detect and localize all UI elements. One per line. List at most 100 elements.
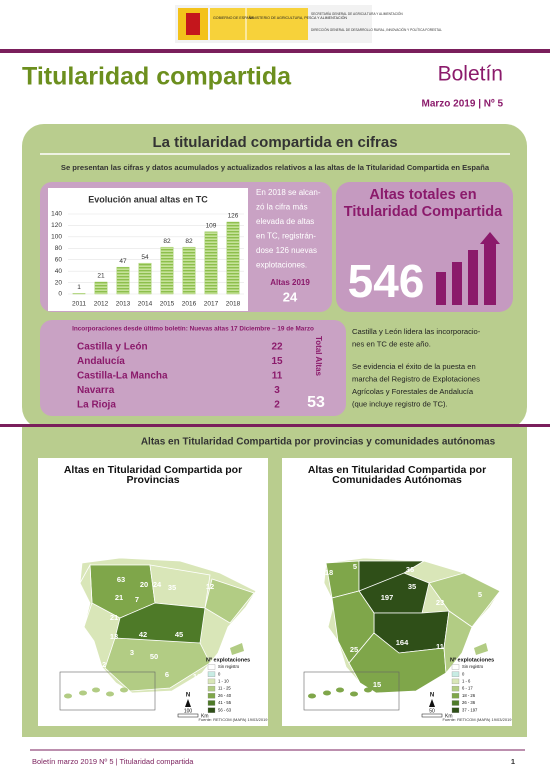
note: (que incluye registro de TC). (352, 400, 448, 409)
map-label: 11 (436, 642, 444, 651)
legend-label: 41 - 55 (218, 700, 232, 705)
y-tick-label: 140 (51, 211, 62, 218)
legend-swatch (451, 671, 460, 677)
legend-label: 18 - 26 (462, 693, 476, 698)
legend-label: 1 - 6 (462, 679, 471, 684)
section-rule (0, 424, 550, 427)
value-label: 82 (163, 238, 171, 245)
x-tick-label: 2011 (72, 301, 86, 308)
legend-swatch (451, 700, 460, 706)
logo-ministry-band (246, 8, 308, 40)
section-heading: La titularidad compartida en cifras (152, 134, 397, 151)
bar (182, 246, 196, 295)
map-label: 5 (353, 562, 357, 571)
map-source: Fuente: RETICOM (MAPA) 19/03/2019 (442, 717, 512, 722)
map-island (474, 643, 488, 655)
chart-note: zó la cifra más (256, 203, 308, 212)
map-label: 21 (115, 593, 123, 602)
legend-label: 56 - 63 (218, 707, 232, 712)
map-label: 13 (110, 632, 118, 641)
table-row-name: Castilla y León (77, 342, 148, 353)
map-label: 23 (436, 598, 444, 607)
canary-island (376, 683, 384, 689)
x-tick-label: 2018 (226, 301, 241, 308)
map-label: 50 (150, 652, 158, 661)
growth-icon-bar (452, 262, 462, 305)
chart-title: Evolución anual altas en TC (88, 194, 208, 204)
canary-island (364, 687, 372, 693)
scale-unit: Km (445, 713, 453, 719)
chart-note: dose 126 nuevas (256, 246, 317, 255)
canary-island (308, 693, 316, 699)
scale-label: 50 (429, 708, 435, 714)
map-label: 18 (325, 568, 333, 577)
table-total-label: Total Altas (314, 336, 323, 377)
bar (116, 266, 130, 295)
x-tick-label: 2014 (138, 301, 153, 308)
growth-icon-bar (468, 250, 478, 305)
canary-inset (303, 671, 400, 711)
canary-island (350, 691, 358, 697)
legend-label: Sin registro (218, 664, 240, 669)
legend-label: 11 - 25 (218, 686, 231, 691)
scale-unit: Km (201, 713, 209, 719)
bar (226, 221, 240, 295)
y-tick-label: 20 (55, 279, 63, 286)
map-label: 7 (135, 595, 139, 604)
logo-gov-band (210, 8, 246, 40)
chart-note: en TC, registrán- (256, 232, 316, 241)
table-row-value: 22 (271, 342, 283, 353)
map-label: 35 (168, 583, 176, 592)
map-label: 63 (117, 575, 125, 584)
legend-swatch (451, 693, 460, 699)
top-rule (0, 49, 550, 53)
legend-label: 1 - 10 (218, 679, 229, 684)
map-label: 10 (193, 672, 201, 681)
chart-note: explotaciones. (256, 261, 307, 270)
map-label: 164 (396, 638, 409, 647)
legend-swatch (207, 707, 216, 713)
legend-label: 0 (218, 671, 221, 676)
value-label: 54 (141, 254, 149, 261)
canary-island (106, 691, 114, 697)
scale-label: 100 (184, 708, 193, 714)
north-arrow: N (430, 693, 434, 699)
x-tick-label: 2012 (94, 301, 109, 308)
value-label: 126 (228, 213, 239, 220)
legend-swatch (207, 664, 216, 670)
map-label: 45 (175, 630, 183, 639)
total-value: 546 (348, 255, 425, 307)
bar (138, 262, 152, 295)
canary-island (92, 687, 100, 693)
map-label: 42 (139, 630, 147, 639)
y-tick-label: 40 (55, 268, 63, 275)
legend-swatch (451, 664, 460, 670)
x-tick-label: 2015 (160, 301, 175, 308)
map-label: 35 (408, 582, 416, 591)
y-tick-label: 100 (51, 234, 62, 241)
note: Castilla y León lidera las incorporacio- (352, 327, 481, 336)
section-intro: Se presentan las cifras y datos acumulad… (61, 163, 490, 172)
map-title: Altas en Titularidad Compartida por (308, 464, 486, 476)
legend-swatch (207, 678, 216, 685)
logo-text: SECRETARÍA GENERAL DE AGRICULTURA Y ALIM… (311, 11, 403, 16)
bar (204, 231, 218, 295)
y-tick-label: 0 (58, 291, 62, 298)
growth-icon-bar (436, 272, 446, 305)
page-number: 1 (511, 757, 515, 766)
total-title: Altas totales en (369, 187, 476, 203)
table-row-name: La Rioja (77, 400, 116, 411)
value-label: 1 (77, 284, 81, 291)
canary-island (323, 690, 331, 696)
map-label: 5 (478, 590, 482, 599)
logo-text: DIRECCIÓN GENERAL DE DESARROLLO RURAL, I… (311, 27, 442, 32)
logo-text: MINISTERIO DE AGRICULTURA, PESCA Y ALIME… (249, 15, 347, 20)
map-label: 20 (140, 580, 148, 589)
table-row-value: 11 (272, 371, 283, 382)
table-row-name: Navarra (77, 385, 115, 396)
page-title: Titularidad compartida (22, 63, 292, 91)
total-title: Titularidad Compartida (344, 204, 503, 220)
legend-swatch (207, 693, 216, 699)
map-label: 12 (98, 660, 106, 669)
note: Agrícolas y Forestales de Andalucía (352, 387, 474, 396)
